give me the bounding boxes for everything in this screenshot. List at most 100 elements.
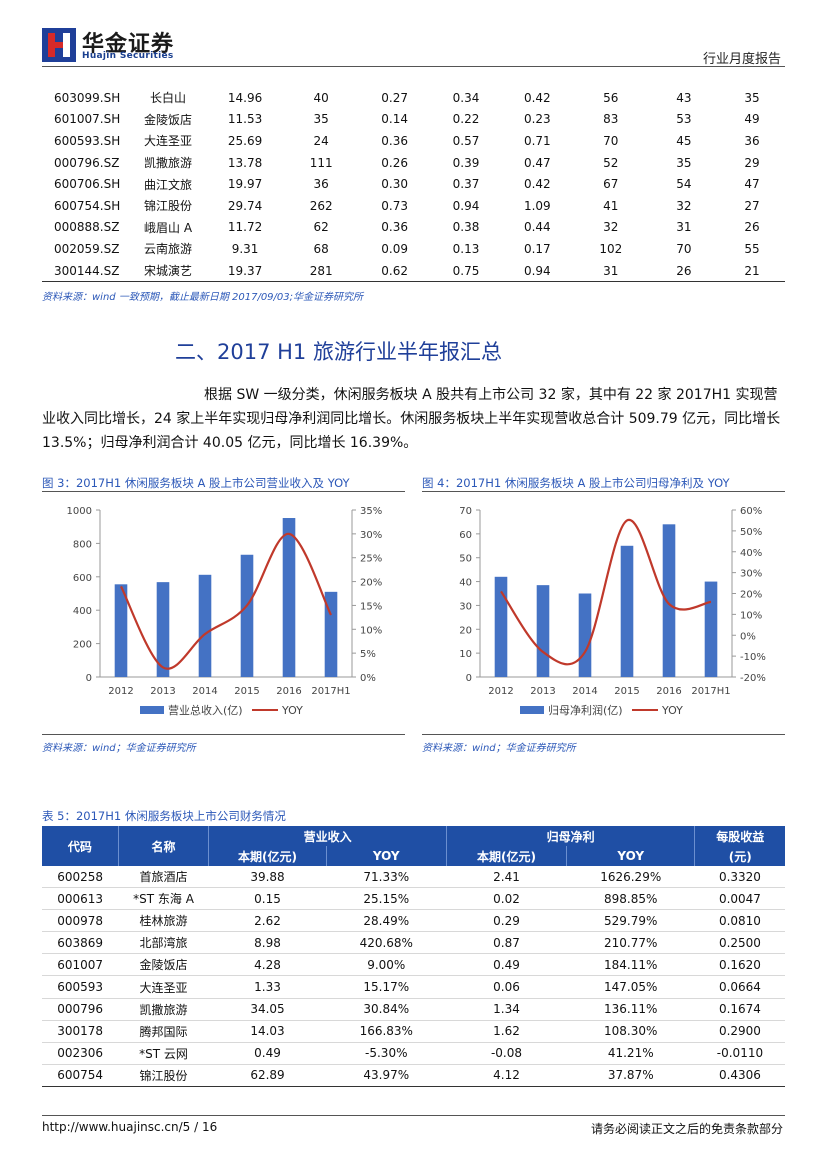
table-bottom-rule: [42, 281, 785, 282]
fig3-right-tick-label: 10%: [360, 625, 382, 636]
brand-name: 华金证券: [82, 32, 175, 57]
fig4-left-tick-label: 0: [466, 673, 472, 684]
fig4-bar: [536, 585, 550, 677]
table-cell: 长白山: [150, 91, 187, 106]
table-cell: 0.87: [446, 931, 567, 955]
fig3-bar: [156, 582, 170, 677]
table-cell: 19.37: [227, 263, 263, 278]
figure-3-title-rule: [42, 491, 405, 492]
table-cell: 大连圣亚: [144, 134, 193, 149]
fig3-x-tick-label: 2013: [150, 686, 175, 697]
table-cell: 0.0664: [694, 975, 785, 999]
table-row: 000888.SZ 峨眉山 A 11.72 62 0.36 0.38 0.44 32 31 26: [42, 217, 785, 239]
table-cell: 大连圣亚: [118, 975, 209, 999]
table-cell: 70: [603, 133, 619, 148]
footer-url[interactable]: http://www.huajinsc.cn/5 / 16: [42, 1120, 218, 1134]
table-cell: 0.2500: [694, 931, 785, 955]
table-cell: 70: [676, 241, 692, 256]
table-cell: 云南旅游: [144, 242, 193, 257]
table-cell: 0.22: [452, 112, 480, 127]
table-cell: 凯撒旅游: [118, 998, 209, 1021]
table-cell: 14.96: [227, 90, 263, 105]
fig3-x-tick-label: 2015: [234, 686, 259, 697]
table-cell: 000796.SZ: [54, 155, 120, 170]
table-cell: 0.49: [446, 953, 567, 977]
paragraph-text: 根据 SW 一级分类，休闲服务板块 A 股共有上市公司 32 家，其中有 22 …: [42, 387, 781, 451]
table-row: 603099.SH 长白山 14.96 40 0.27 0.34 0.42 56 43 35: [42, 87, 785, 109]
table-cell: 52: [603, 155, 619, 170]
table-cell: 27: [744, 198, 760, 213]
col-code: 代码: [42, 826, 119, 866]
brand-logo: 华金证券 Huajin Securities: [42, 28, 182, 64]
table-cell: 2.62: [208, 909, 327, 933]
table-cell: 166.83%: [326, 1020, 447, 1043]
fig3-yoy-line: [120, 532, 332, 670]
table-cell: 300144.SZ: [54, 263, 120, 278]
table-cell: 68: [313, 241, 329, 256]
figure-4-source: 资料来源：wind；华金证券研究所: [422, 743, 576, 754]
table-cell: 0.38: [452, 220, 480, 235]
table-cell: 29.74: [227, 198, 263, 213]
fig4-left-tick-label: 40: [459, 578, 472, 589]
table-cell: 35: [313, 112, 329, 127]
fig4-yoy-line: [500, 519, 712, 666]
table-cell: -0.0110: [694, 1042, 785, 1065]
table-cell: 45: [676, 133, 692, 148]
table-cell: 11.72: [227, 220, 263, 235]
figure-3-bottom-rule: [42, 734, 405, 735]
table-cell: 55: [744, 241, 760, 256]
financial-table: 代码 名称 营业收入 归母净利 每股收益 本期(亿元) YOY 本期(亿元) Y…: [42, 826, 785, 1087]
table-cell: 0.71: [523, 133, 551, 148]
table-cell: 0.0810: [694, 909, 785, 933]
table-row: 600754.SH 锦江股份 29.74 262 0.73 0.94 1.09 41 32 27: [42, 195, 785, 217]
fig3-left-tick-label: 600: [73, 573, 92, 584]
fig3-x-tick-label: 2014: [192, 686, 217, 697]
table-cell: 49: [744, 112, 760, 127]
figure-3-source: 资料来源：wind；华金证券研究所: [42, 743, 196, 754]
table-cell: 0.13: [452, 241, 480, 256]
fig4-left-tick-label: 30: [459, 601, 472, 612]
table-row: 300144.SZ 宋城演艺 19.37 281 0.62 0.75 0.94 31 26 21: [42, 260, 785, 282]
table-cell: 13.78: [227, 155, 263, 170]
fig4-right-tick-label: 40%: [740, 548, 762, 559]
table-cell: 603869: [42, 931, 119, 955]
table-cell: 锦江股份: [118, 1064, 209, 1087]
table-cell: 24: [313, 133, 329, 148]
fig4-bar: [620, 545, 634, 677]
figure-3-chart: 0 200 400 600 800 1000 0% 5% 10% 15% 20% 25% 30% 35% 2…: [67, 506, 383, 717]
fig3-right-tick-label: 15%: [360, 601, 382, 612]
table-cell: 0.06: [446, 975, 567, 999]
table-source-note: 资料来源：wind 一致预期，截止最新日期 2017/09/03;华金证券研究所: [42, 292, 364, 303]
table-cell: 1.09: [523, 198, 551, 213]
fig3-left-tick-label: 200: [73, 640, 92, 651]
fig4-left-tick-label: 50: [459, 554, 472, 565]
table-cell: 0.4306: [694, 1064, 785, 1087]
fig4-left-tick-label: 70: [459, 506, 472, 517]
table-cell: 0.26: [381, 155, 409, 170]
table-cell: 34.05: [208, 998, 327, 1021]
table-cell: 峨眉山 A: [144, 220, 193, 235]
table-cell: 32: [676, 198, 692, 213]
fig3-bar: [114, 584, 128, 677]
fig3-bar: [282, 518, 296, 677]
table-cell: 0.1674: [694, 998, 785, 1021]
section-paragraph: 根据 SW 一级分类，休闲服务板块 A 股共有上市公司 32 家，其中有 22 …: [42, 383, 785, 455]
table-cell: 32: [603, 220, 619, 235]
col-current-profit: 本期(亿元): [445, 846, 567, 866]
table-cell: 43: [676, 90, 692, 105]
section-title: 二、2017 H1 旅游行业半年报汇总: [175, 340, 502, 364]
table-cell: 31: [676, 220, 692, 235]
col-revenue-yoy: YOY: [325, 846, 447, 866]
fig3-right-tick-label: 5%: [360, 649, 376, 660]
table-cell: 898.85%: [566, 887, 695, 911]
table-cell: 1.33: [208, 975, 327, 999]
table-cell: 54: [676, 177, 692, 192]
table-cell: 111: [309, 155, 333, 170]
table-cell: 2.41: [446, 866, 567, 889]
table-cell: 0.73: [381, 198, 409, 213]
table-row: 000613 *ST 东海 A 0.15 25.15% 0.02 898.85% 0.004…: [42, 887, 785, 911]
table-cell: 25.69: [227, 133, 263, 148]
footer-disclaimer: 请务必阅读正文之后的免责条款部分: [590, 1122, 783, 1136]
table-cell: 36: [313, 177, 329, 192]
fig3-right-tick-label: 30%: [360, 530, 382, 541]
